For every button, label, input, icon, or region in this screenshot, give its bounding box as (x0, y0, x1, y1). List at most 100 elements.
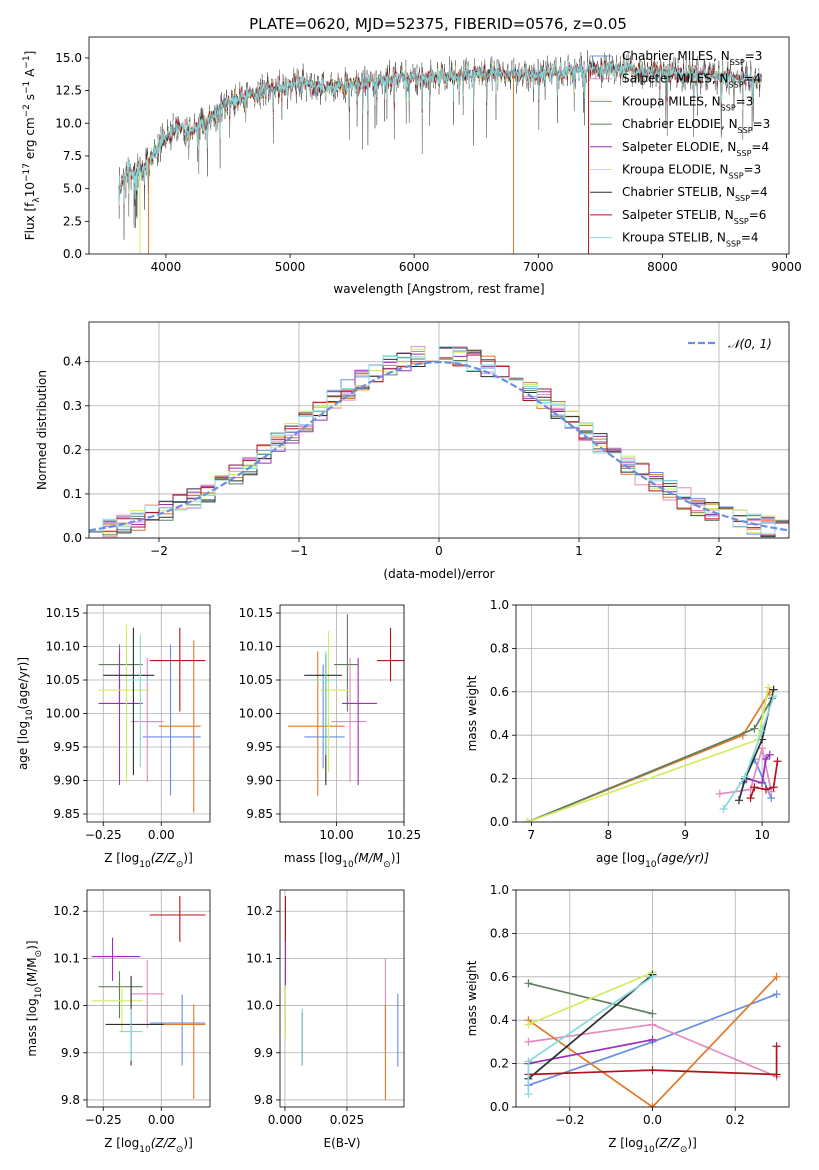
x-tick-label: 10.25 (387, 828, 421, 842)
plot-area (284, 896, 399, 1100)
axes-frame (515, 604, 790, 823)
weight-marker-kroupa-stelib (769, 692, 778, 701)
y-axis-label: Flux [fλ10−17 erg cm−2 s−1 A−1] (22, 51, 42, 241)
y-tick-label: 10.2 (246, 904, 273, 918)
y-tick-label: 1.0 (490, 883, 509, 897)
x-axis-label: Z [log10(Z/Z⊙)] (608, 1136, 697, 1155)
weight-line-kroupa-miles (527, 691, 771, 822)
weight-marker-salpeter-stelib (772, 1042, 781, 1051)
plot-area (91, 896, 206, 1099)
x-axis-label: wavelength [Angstrom, rest frame] (333, 282, 544, 296)
y-tick-label: 0.2 (490, 772, 509, 786)
weight-marker-kroupa-miles (772, 972, 781, 981)
y-tick-label: 9.95 (53, 740, 80, 754)
legend-label-chabrier-elodie: Chabrier ELODIE, NSSP=3 (622, 117, 770, 135)
weight-marker-salpeter-elodie (648, 1035, 657, 1044)
y-axis-label: mass weight (465, 675, 479, 751)
y-tick-label: 5.0 (63, 182, 82, 196)
legend-label-kroupa-stelib: Kroupa STELIB, NSSP=4 (622, 231, 759, 249)
y-tick-label: 9.9 (61, 1046, 80, 1060)
x-tick-label: 1 (575, 544, 583, 558)
weight-marker-salpeter-miles (715, 789, 724, 798)
y-tick-label: 10.0 (53, 999, 80, 1013)
y-tick-label: 0.0 (490, 1100, 509, 1114)
y-tick-label: 7.5 (63, 149, 82, 163)
x-tick-label: 0.00 (148, 828, 175, 842)
weight-marker-chabrier-elodie (750, 724, 759, 733)
weight-line-salpeter-stelib (528, 1046, 778, 1076)
axes-frame (88, 321, 790, 539)
legend-label-chabrier-miles: Chabrier MILES, NSSP=3 (622, 49, 762, 67)
legend-label-chabrier-stelib: Chabrier STELIB, NSSP=4 (622, 185, 768, 203)
weight-marker-salpeter-stelib (769, 783, 778, 792)
y-tick-label: 10.0 (55, 116, 82, 130)
weight-marker-kroupa-stelib (524, 1057, 533, 1066)
x-tick-label: 10.00 (319, 828, 353, 842)
y-tick-label: 10.15 (239, 606, 273, 620)
x-axis-label: Z [log10(Z/Z⊙)] (104, 1136, 193, 1155)
weight-marker-salpeter-elodie (761, 755, 770, 764)
legend-gaussian-label: 𝒩(0, 1) (728, 337, 772, 351)
x-tick-label: 9000 (771, 260, 802, 274)
x-tick-label: 0.2 (726, 1113, 745, 1127)
histogram-kroupa-stelib (89, 346, 789, 535)
weight-marker-salpeter-stelib (773, 757, 782, 766)
weight-marker-salpeter-miles (648, 1020, 657, 1029)
age-vs-mass-panel: 10.00 10.25 9.85 9.90 9.95 10.00 10.05 10.10 10.… (239, 604, 421, 870)
plot-area (118, 50, 762, 254)
y-tick-label: 9.85 (246, 807, 273, 821)
y-tick-label: 0.4 (63, 355, 82, 369)
weight-line-salpeter-elodie (528, 1038, 653, 1065)
weight-line-kroupa-stelib (527, 976, 653, 1094)
legend-label-kroupa-elodie: Kroupa ELODIE, NSSP=3 (622, 163, 761, 181)
weight-marker-salpeter-stelib (750, 783, 759, 792)
age-vs-metallicity-panel: −0.25 0.00 9.85 9.90 9.95 10.00 10.05 10.10 10.1… (16, 604, 211, 870)
weight-line-chabrier-elodie (527, 697, 773, 822)
x-axis-label: (data-model)/error (383, 567, 494, 581)
y-tick-label: 0.2 (63, 443, 82, 457)
weight-marker-chabrier-miles (772, 990, 781, 999)
x-axis-label: age [log10(age/yr)] (596, 851, 709, 870)
weight-line-salpeter-elodie (746, 754, 771, 784)
x-axis-label: mass [log10(M/M⊙)] (284, 851, 400, 870)
weight-marker-salpeter-elodie (765, 750, 774, 759)
y-axis-label: age [log10(age/yr)] (16, 657, 35, 770)
weight-marker-salpeter-elodie (758, 778, 767, 787)
x-tick-label: 6000 (399, 260, 430, 274)
y-tick-label: 0.4 (490, 728, 509, 742)
x-tick-label: −0.25 (85, 1113, 122, 1127)
y-tick-label: 0.6 (490, 685, 509, 699)
x-tick-label: −0.25 (85, 828, 122, 842)
y-tick-label: 10.0 (246, 999, 273, 1013)
y-tick-label: 0.0 (63, 531, 82, 545)
y-tick-label: 10.05 (46, 673, 80, 687)
gaussian-curve (89, 360, 789, 532)
x-tick-label: 0.025 (330, 1113, 364, 1127)
x-tick-label: 4000 (151, 260, 182, 274)
x-tick-label: 9 (681, 828, 689, 842)
y-tick-label: 9.8 (61, 1093, 80, 1107)
x-tick-label: 7 (528, 828, 536, 842)
x-tick-label: 0.00 (148, 1113, 175, 1127)
y-tick-label: 9.90 (246, 773, 273, 787)
weight-marker-kroupa-stelib (648, 972, 657, 981)
y-tick-label: 0.8 (490, 926, 509, 940)
figure-title: PLATE=0620, MJD=52375, FIBERID=0576, z=0… (249, 15, 627, 33)
weight-line-kroupa-elodie (527, 687, 770, 822)
y-tick-label: 10.15 (46, 606, 80, 620)
x-tick-label: −0.2 (555, 1113, 584, 1127)
y-tick-label: 0.1 (63, 487, 82, 501)
weight-marker-salpeter-stelib (648, 1066, 657, 1075)
weight-marker-kroupa-stelib (719, 804, 728, 813)
mass-vs-ebv-panel: 0.000 0.025 9.8 9.9 10.0 10.1 10.2 E(B-V) (246, 889, 405, 1150)
weight-marker-kroupa-stelib (524, 1089, 533, 1098)
weight-marker-kroupa-elodie (523, 818, 532, 822)
weight-vs-age-panel: 7 8 9 10 0.0 0.2 0.4 0.6 0.8 1.0 age [log10(age/yr… (465, 598, 790, 870)
spectrum-panel: 4000 5000 6000 7000 8000 9000 0.0 2.5 5.0 7.5 10.0… (22, 36, 802, 296)
x-tick-label: 5000 (275, 260, 306, 274)
weight-line-chabrier-stelib (527, 973, 654, 1080)
x-tick-label: 8000 (647, 260, 678, 274)
weight-marker-kroupa-elodie (764, 683, 773, 692)
weight-marker-kroupa-stelib (741, 772, 750, 781)
axes-frame (86, 604, 211, 823)
